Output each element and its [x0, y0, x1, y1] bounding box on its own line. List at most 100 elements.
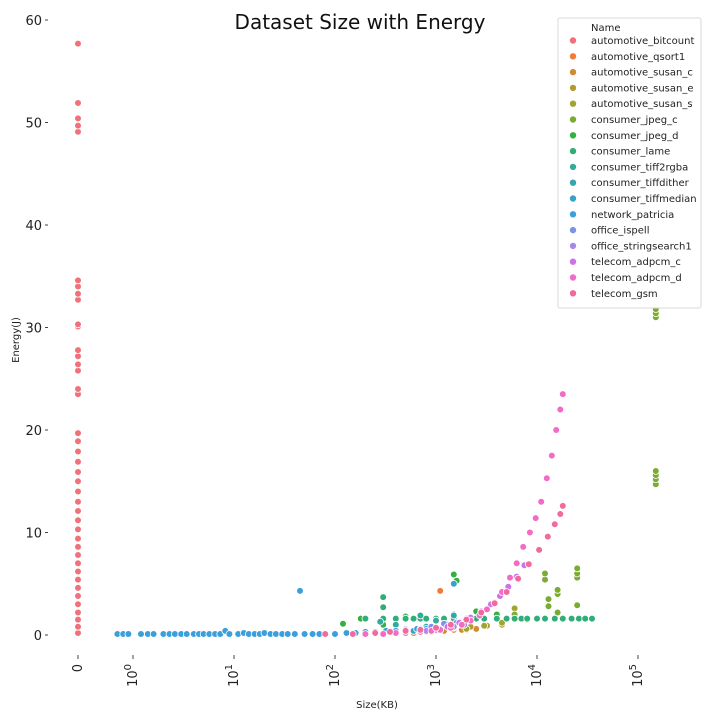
data-point — [296, 587, 304, 595]
data-point — [339, 619, 347, 628]
data-point — [391, 614, 400, 623]
legend-marker — [569, 241, 578, 250]
legend-marker — [569, 257, 578, 266]
data-point — [74, 615, 82, 624]
data-point — [342, 629, 351, 637]
legend-label: office_stringsearch1 — [591, 241, 692, 252]
data-point — [492, 614, 501, 623]
legend-marker — [569, 147, 578, 156]
data-point — [531, 514, 540, 522]
data-point — [651, 467, 660, 475]
data-point — [550, 520, 559, 529]
x-tick-label-text: 0 — [71, 664, 86, 672]
legend-item: consumer_tiff2rgba — [569, 162, 688, 173]
legend-items: automotive_bitcount automotive_qsort1auto… — [569, 36, 697, 300]
data-point — [74, 429, 82, 437]
data-point — [371, 629, 380, 637]
data-point — [74, 447, 82, 456]
legend-marker — [569, 289, 578, 298]
data-point — [581, 614, 589, 623]
data-point — [436, 587, 445, 595]
data-point — [422, 614, 431, 623]
x-axis: 0 100 101 102 103 104 105 — [71, 655, 646, 687]
series-consumer_jpeg_c — [510, 305, 660, 619]
x-tick-label: 103 — [426, 664, 444, 687]
data-point — [74, 592, 82, 600]
legend-marker — [569, 210, 578, 219]
legend-marker — [569, 68, 578, 77]
data-point — [225, 630, 234, 638]
data-point — [480, 621, 489, 630]
data-point — [74, 360, 82, 369]
data-point — [519, 543, 527, 551]
legend-marker — [569, 36, 578, 45]
data-point — [361, 614, 370, 623]
y-tick-label: 60 — [25, 14, 42, 29]
legend-marker — [569, 131, 578, 140]
data-point — [74, 487, 82, 496]
data-point — [376, 617, 385, 626]
data-point — [386, 628, 394, 636]
data-point — [74, 507, 82, 515]
legend-item: consumer_tiffdither — [569, 178, 690, 189]
data-point — [171, 630, 179, 638]
legend-marker — [569, 178, 578, 187]
legend-marker — [569, 52, 578, 61]
data-point — [74, 468, 82, 476]
legend-label: telecom_adpcm_c — [591, 257, 681, 268]
data-point — [124, 630, 133, 638]
data-point — [541, 569, 549, 578]
data-point — [446, 620, 455, 629]
legend-frame — [557, 17, 702, 309]
data-point — [553, 608, 562, 617]
data-point — [379, 603, 388, 612]
legend-item: automotive_susan_c — [569, 68, 693, 79]
data-point — [416, 611, 425, 620]
x-tick-label-text: 101 — [224, 664, 242, 687]
x-tick-label-text: 100 — [123, 664, 141, 687]
legend: Name automotive_bitcount automotive_qsort… — [557, 17, 702, 309]
legend-marker — [569, 83, 578, 92]
legend-item: automotive_qsort1 — [569, 52, 685, 63]
y-tick-label: 10 — [25, 527, 42, 542]
legend-item: consumer_lame — [569, 147, 670, 158]
x-axis-label: Size(KB) — [356, 700, 398, 711]
data-point — [558, 614, 567, 623]
data-point — [321, 630, 330, 638]
data-point — [544, 595, 553, 603]
legend-label: consumer_jpeg_d — [591, 131, 678, 142]
legend-label: automotive_qsort1 — [591, 52, 685, 63]
data-point — [74, 121, 82, 130]
data-point — [588, 614, 596, 623]
x-tick-label: 0 — [71, 664, 86, 672]
x-tick-label-text: 102 — [325, 664, 343, 687]
legend-label: telecom_adpcm_d — [591, 273, 682, 284]
data-point — [550, 614, 559, 623]
data-point — [74, 366, 82, 375]
data-point — [74, 289, 82, 298]
legend-item: office_stringsearch1 — [569, 241, 692, 252]
data-point — [260, 629, 269, 637]
data-point — [401, 614, 410, 623]
y-axis-label: Energy(J) — [11, 317, 22, 363]
data-point — [523, 614, 531, 623]
legend-item: telecom_adpcm_c — [569, 257, 681, 268]
y-tick-label: 0 — [34, 629, 42, 644]
data-point — [74, 477, 82, 486]
data-point — [74, 457, 82, 466]
legend-item: consumer_tiffmedian — [569, 194, 697, 205]
data-point — [537, 497, 545, 506]
data-point — [74, 99, 82, 107]
x-tick-label: 104 — [527, 664, 545, 687]
x-tick-label-text: 104 — [527, 664, 545, 687]
data-point — [74, 39, 82, 48]
legend-item: consumer_jpeg_d — [569, 131, 678, 142]
legend-label: automotive_bitcount — [591, 36, 694, 47]
data-point — [567, 614, 576, 623]
data-point — [74, 629, 82, 637]
legend-label: office_ispell — [591, 226, 649, 237]
data-point — [573, 601, 581, 610]
chart-title: Dataset Size with Energy — [235, 10, 486, 34]
data-point — [74, 276, 82, 285]
